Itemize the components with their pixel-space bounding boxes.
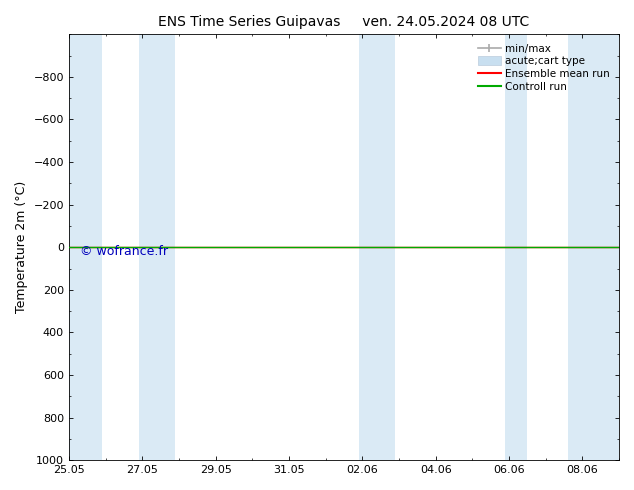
Bar (139, 34, 175, 460)
Text: © wofrance.fr: © wofrance.fr (80, 245, 168, 258)
Legend: min/max, acute;cart type, Ensemble mean run, Controll run: min/max, acute;cart type, Ensemble mean … (474, 40, 614, 96)
Bar (69, 34, 102, 460)
Y-axis label: Temperature 2m (°C): Temperature 2m (°C) (15, 181, 28, 314)
Bar (359, 34, 396, 460)
Title: ENS Time Series Guipavas     ven. 24.05.2024 08 UTC: ENS Time Series Guipavas ven. 24.05.2024… (158, 15, 529, 29)
Bar (567, 34, 619, 460)
Bar (505, 34, 527, 460)
